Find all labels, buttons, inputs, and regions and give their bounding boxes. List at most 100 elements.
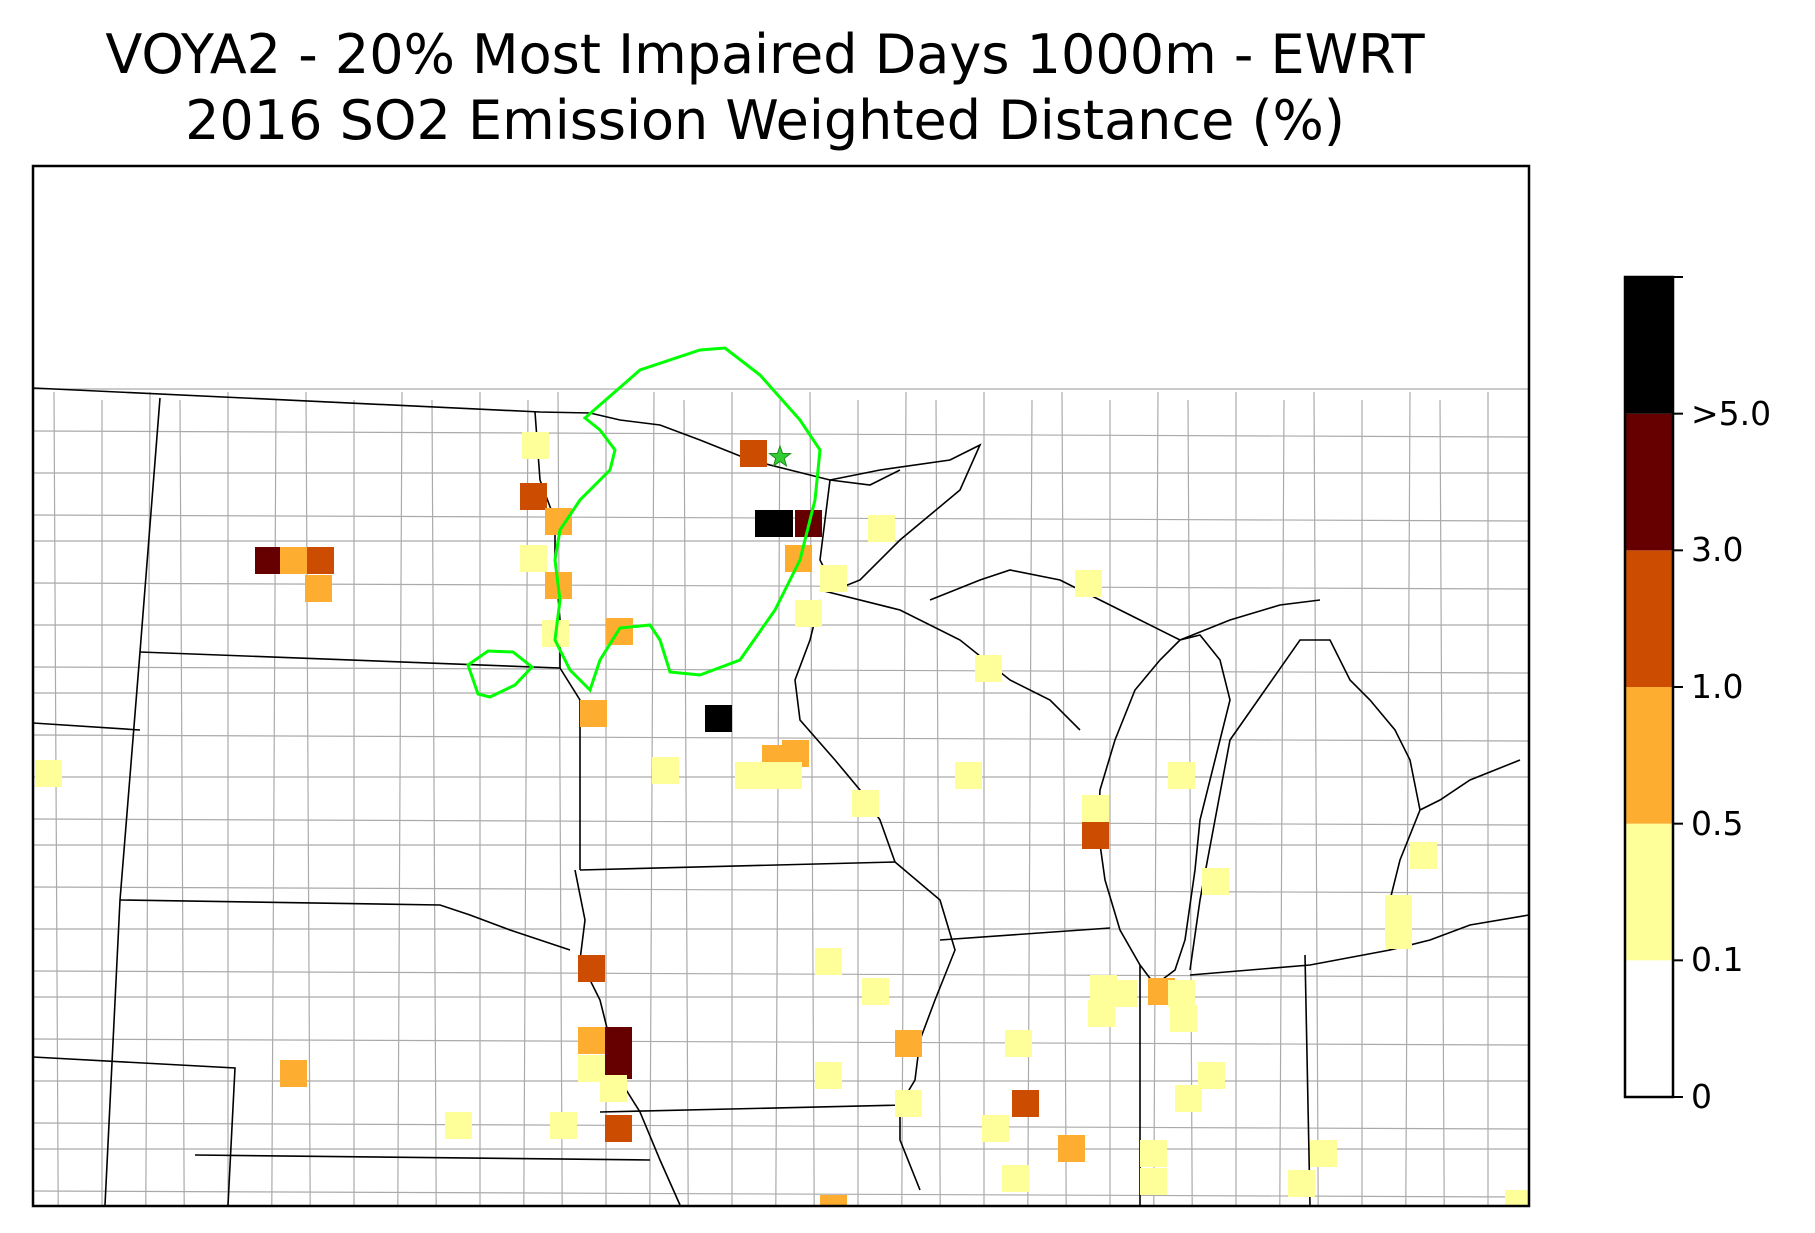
emission-cell: [1198, 1062, 1225, 1089]
colorbar-tick-label: 0.1: [1691, 940, 1744, 980]
colorbar-bins: [1625, 277, 1673, 1097]
emission-cell: [280, 1060, 307, 1087]
nd-sd-border: [139, 651, 561, 669]
emission-cell: [307, 547, 334, 574]
colorbar-bin: [1625, 550, 1673, 687]
colorbar-tick-label: >5.0: [1691, 393, 1772, 433]
emission-cell: [755, 762, 782, 789]
emission-cell: [1012, 1090, 1039, 1117]
emission-cell: [445, 1112, 472, 1139]
emission-cell: [1082, 822, 1109, 849]
contour-small: [466, 649, 535, 699]
colorbar-tick-label: 3.0: [1691, 530, 1744, 570]
emission-cell: [1110, 980, 1137, 1007]
colorbar-tick-label: 1.0: [1691, 667, 1744, 706]
colorbar-bin: [1625, 277, 1673, 414]
emission-cell: [35, 760, 62, 787]
canada-us-border: [33, 387, 901, 486]
emission-cell: [1140, 1140, 1167, 1167]
emission-cell: [852, 790, 879, 817]
emission-cell: [520, 545, 547, 572]
emission-cell: [1140, 1168, 1167, 1195]
emission-cell: [1410, 842, 1437, 869]
emission-cell: [982, 1115, 1009, 1142]
colorbar-ticks: [1673, 276, 1683, 1098]
mt-dakota-border: [104, 397, 161, 1206]
emission-cell: [1075, 570, 1102, 597]
emission-cell: [578, 1027, 605, 1054]
emission-cell: [605, 1027, 632, 1054]
emission-cell: [1310, 1140, 1337, 1167]
contour-lines: [466, 346, 822, 699]
emission-cell: [740, 440, 767, 467]
wy-border: [33, 722, 141, 731]
emission-cell: [895, 1030, 922, 1057]
emission-cell: [1168, 980, 1195, 1007]
map-frame: [31, 164, 1531, 1208]
emission-cell: [862, 978, 889, 1005]
michigan-lower-peninsula: [1189, 639, 1421, 971]
colorbar-bin: [1625, 823, 1673, 961]
emission-cell: [815, 948, 842, 975]
ia-mo-border: [599, 1104, 906, 1113]
colorbar-tick-label: 0.5: [1691, 803, 1744, 843]
emission-cell: [1385, 922, 1412, 949]
emission-cell: [1058, 1135, 1085, 1162]
emission-cell: [1082, 795, 1109, 822]
mi-oh-border: [1189, 949, 1391, 976]
emission-cell: [868, 515, 895, 542]
emission-cell: [600, 1075, 627, 1102]
emission-cell: [1168, 762, 1195, 789]
michigan-upper-peninsula: [929, 569, 1321, 641]
emission-cell: [1002, 1165, 1029, 1192]
emission-cell: [1385, 895, 1412, 922]
emission-cell: [522, 432, 549, 459]
lake-huron-shore: [1419, 759, 1521, 811]
emission-cell: [550, 1112, 577, 1139]
emission-cell: [1005, 1030, 1032, 1057]
emission-cell: [305, 575, 332, 602]
emission-cell: [578, 955, 605, 982]
emission-cell: [580, 700, 607, 727]
mn-ia-border: [579, 861, 896, 871]
emission-cell: [955, 762, 982, 789]
emission-cell: [820, 1195, 847, 1206]
co-border: [33, 1056, 236, 1206]
site-star-icon: [768, 444, 792, 468]
emission-cell: [652, 757, 679, 784]
emission-cell: [605, 1115, 632, 1142]
emission-cell: [815, 1062, 842, 1089]
emission-cell: [795, 600, 822, 627]
ne-ks-border: [194, 1154, 651, 1161]
emission-cell: [280, 547, 307, 574]
wi-il-border: [939, 927, 1111, 941]
emission-cell: [605, 1052, 632, 1079]
emission-cell: [1202, 868, 1229, 895]
colorbar-bin: [1625, 960, 1673, 1097]
emission-cell: [785, 545, 812, 572]
colorbar-bin: [1625, 687, 1673, 824]
emission-cell: [1288, 1170, 1315, 1197]
emission-cell: [766, 510, 793, 537]
state-boundaries: [33, 387, 1529, 1206]
contour-main: [553, 346, 822, 693]
sd-ne-border: [119, 899, 571, 951]
emission-cell: [975, 655, 1002, 682]
emission-cell: [1505, 1190, 1529, 1206]
lake-michigan: [1097, 634, 1231, 987]
emission-cell: [1175, 1085, 1202, 1112]
colorbar-bin: [1625, 413, 1673, 551]
in-oh-border: [1304, 954, 1311, 1206]
emission-cell: [820, 565, 847, 592]
chart-title-line2: 2016 SO2 Emission Weighted Distance (%): [185, 89, 1345, 152]
emission-cell: [1170, 1005, 1197, 1032]
colorbar-tick-label: 0: [1691, 1077, 1712, 1116]
emission-cells: [35, 432, 1529, 1206]
emission-cell: [520, 483, 547, 510]
chart-title-line1: VOYA2 - 20% Most Impaired Days 1000m - E…: [105, 23, 1425, 86]
emission-cell: [255, 547, 282, 574]
emission-cell: [705, 705, 732, 732]
emission-cell: [895, 1090, 922, 1117]
